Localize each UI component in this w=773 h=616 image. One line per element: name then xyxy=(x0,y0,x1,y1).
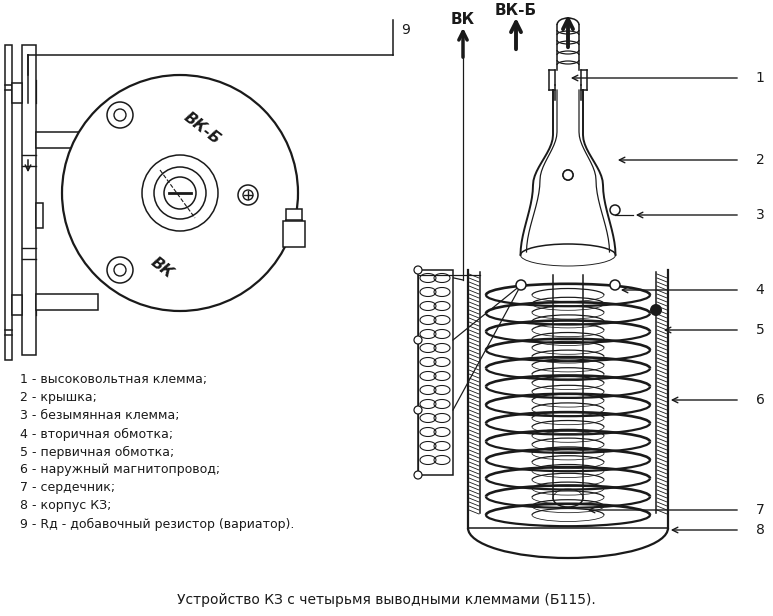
Bar xyxy=(283,221,305,247)
Text: ВК-Б: ВК-Б xyxy=(181,109,223,147)
Bar xyxy=(5,45,12,360)
Bar xyxy=(12,295,22,315)
Circle shape xyxy=(62,75,298,311)
Bar xyxy=(418,270,453,475)
Circle shape xyxy=(610,280,620,290)
Text: 9 - Rд - добавочный резистор (вариатор).: 9 - Rд - добавочный резистор (вариатор). xyxy=(20,517,295,530)
Bar xyxy=(286,220,302,234)
Text: 8 - корпус КЗ;: 8 - корпус КЗ; xyxy=(20,500,111,513)
Circle shape xyxy=(414,406,422,414)
Text: 6: 6 xyxy=(755,393,764,407)
Circle shape xyxy=(414,471,422,479)
Circle shape xyxy=(414,266,422,274)
Text: 4: 4 xyxy=(756,283,764,297)
Circle shape xyxy=(610,205,620,215)
Text: Устройство КЗ с четырьмя выводными клеммами (Б115).: Устройство КЗ с четырьмя выводными клемм… xyxy=(176,593,595,607)
Text: 2 - крышка;: 2 - крышка; xyxy=(20,392,97,405)
Bar xyxy=(36,203,43,228)
Text: 5 - первичная обмотка;: 5 - первичная обмотка; xyxy=(20,445,174,458)
Circle shape xyxy=(107,257,133,283)
Text: 6 - наружный магнитопровод;: 6 - наружный магнитопровод; xyxy=(20,463,220,477)
Text: 3 - безымянная клемма;: 3 - безымянная клемма; xyxy=(20,410,179,423)
Circle shape xyxy=(107,102,133,128)
Text: 7: 7 xyxy=(756,503,764,517)
Circle shape xyxy=(414,336,422,344)
Bar xyxy=(36,294,98,310)
Circle shape xyxy=(650,304,662,316)
Text: ВК: ВК xyxy=(148,254,176,282)
Circle shape xyxy=(563,170,573,180)
Text: 4 - вторичная обмотка;: 4 - вторичная обмотка; xyxy=(20,428,173,440)
Text: 9: 9 xyxy=(401,23,410,37)
Circle shape xyxy=(238,185,258,205)
Text: 5: 5 xyxy=(756,323,764,337)
Bar xyxy=(22,45,36,355)
Text: 8: 8 xyxy=(755,523,764,537)
Circle shape xyxy=(563,170,573,180)
Text: ВК: ВК xyxy=(451,12,475,27)
Bar xyxy=(12,83,22,103)
Text: ВК-Б: ВК-Б xyxy=(495,3,537,18)
Text: 1 - высоковольтная клемма;: 1 - высоковольтная клемма; xyxy=(20,373,207,386)
Text: 7 - сердечник;: 7 - сердечник; xyxy=(20,482,115,495)
Circle shape xyxy=(516,280,526,290)
Text: 1: 1 xyxy=(755,71,764,85)
Bar xyxy=(36,132,98,148)
Text: 2: 2 xyxy=(756,153,764,167)
Text: 3: 3 xyxy=(756,208,764,222)
Bar xyxy=(286,209,302,223)
